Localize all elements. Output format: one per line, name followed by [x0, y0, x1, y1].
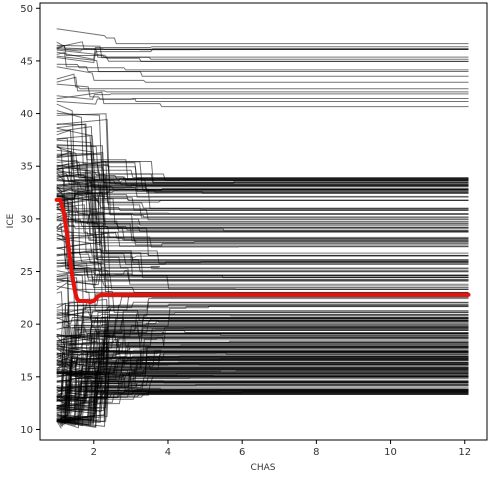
- ice-line: [56, 160, 469, 209]
- ice-line: [56, 144, 469, 184]
- ice-line: [56, 127, 469, 181]
- ice-line: [56, 327, 469, 377]
- x-tick-label: 4: [165, 447, 171, 458]
- y-tick-label: 25: [20, 267, 33, 278]
- ice-line: [56, 302, 469, 375]
- ice-line: [56, 342, 469, 413]
- y-tick-label: 45: [20, 56, 33, 67]
- ice-line: [56, 392, 469, 422]
- ice-line: [56, 195, 469, 211]
- ice-line: [56, 343, 469, 422]
- ice-line: [56, 193, 469, 239]
- ice-line: [56, 63, 469, 71]
- ice-line: [56, 207, 469, 210]
- ice-line: [56, 66, 469, 83]
- ice-line: [56, 171, 469, 201]
- average-ice-line: [54, 197, 471, 305]
- ice-line: [56, 232, 469, 290]
- ice-line: [56, 337, 469, 404]
- y-tick-label: 10: [20, 425, 33, 436]
- ice-line: [56, 368, 469, 427]
- ice-line: [56, 255, 469, 264]
- ice-line: [56, 76, 469, 93]
- ice-line: [56, 174, 469, 186]
- y-axis: 10 15 20 25 30 35 40 45 50: [20, 4, 40, 436]
- ice-line: [56, 45, 469, 50]
- ice-line: [56, 73, 469, 90]
- ice-line: [56, 346, 469, 370]
- ice-line: [56, 146, 469, 181]
- ice-line: [56, 28, 469, 45]
- ice-line: [56, 190, 469, 198]
- ice-line: [56, 172, 469, 223]
- ice-line: [56, 129, 469, 183]
- ice-line: [56, 262, 469, 277]
- ice-line: [56, 348, 469, 358]
- x-axis-label: CHAS: [251, 463, 276, 473]
- ice-line: [56, 317, 469, 350]
- ice-line: [56, 167, 469, 242]
- y-tick-label: 35: [20, 162, 33, 173]
- ice-line: [56, 320, 469, 366]
- ice-line: [56, 222, 469, 241]
- ice-line: [56, 91, 469, 108]
- ice-line: [56, 357, 469, 402]
- y-tick-label: 30: [20, 214, 33, 225]
- y-tick-label: 20: [20, 320, 33, 331]
- ice-line: [56, 145, 469, 221]
- ice-line: [56, 231, 469, 246]
- ice-line: [56, 391, 469, 418]
- ice-line: [56, 385, 469, 393]
- ice-line: [56, 306, 469, 355]
- ice-line: [56, 51, 469, 72]
- ice-line: [56, 248, 469, 337]
- y-tick-label: 15: [20, 372, 33, 383]
- ice-line: [56, 233, 469, 281]
- ice-line: [56, 208, 469, 261]
- x-axis: 2 4 6 8 10 12: [91, 440, 471, 458]
- ice-line: [56, 324, 469, 346]
- ice-line: [56, 175, 469, 227]
- ice-line: [56, 178, 469, 218]
- y-tick-label: 50: [20, 4, 33, 15]
- ice-line: [56, 306, 469, 334]
- ice-line: [56, 264, 469, 267]
- ice-line: [56, 46, 469, 60]
- ice-line: [56, 310, 469, 319]
- ice-line: [56, 153, 469, 232]
- ice-line: [56, 367, 469, 426]
- ice-line: [56, 317, 469, 366]
- x-tick-label: 2: [91, 447, 97, 458]
- ice-line: [56, 55, 469, 77]
- ice-line: [56, 347, 469, 423]
- x-tick-label: 10: [384, 447, 397, 458]
- ice-line: [56, 217, 469, 228]
- ice-line: [56, 381, 469, 425]
- ice-line: [56, 83, 469, 102]
- ice-lines-group: [56, 28, 469, 430]
- x-tick-label: 6: [239, 447, 245, 458]
- ice-line: [56, 187, 469, 195]
- x-tick-label: 12: [458, 447, 471, 458]
- ice-line: [56, 387, 469, 428]
- ice-line: [56, 186, 469, 215]
- y-axis-label: ICE: [6, 213, 16, 228]
- y-tick-label: 40: [20, 109, 33, 120]
- ice-line: [56, 186, 469, 254]
- ice-line: [56, 365, 469, 422]
- ice-line: [56, 250, 469, 288]
- ice-line: [56, 280, 469, 291]
- average-line-group: [54, 197, 471, 305]
- ice-line: [56, 364, 469, 379]
- ice-line: [56, 389, 469, 421]
- x-tick-label: 8: [313, 447, 319, 458]
- ice-line: [56, 333, 469, 377]
